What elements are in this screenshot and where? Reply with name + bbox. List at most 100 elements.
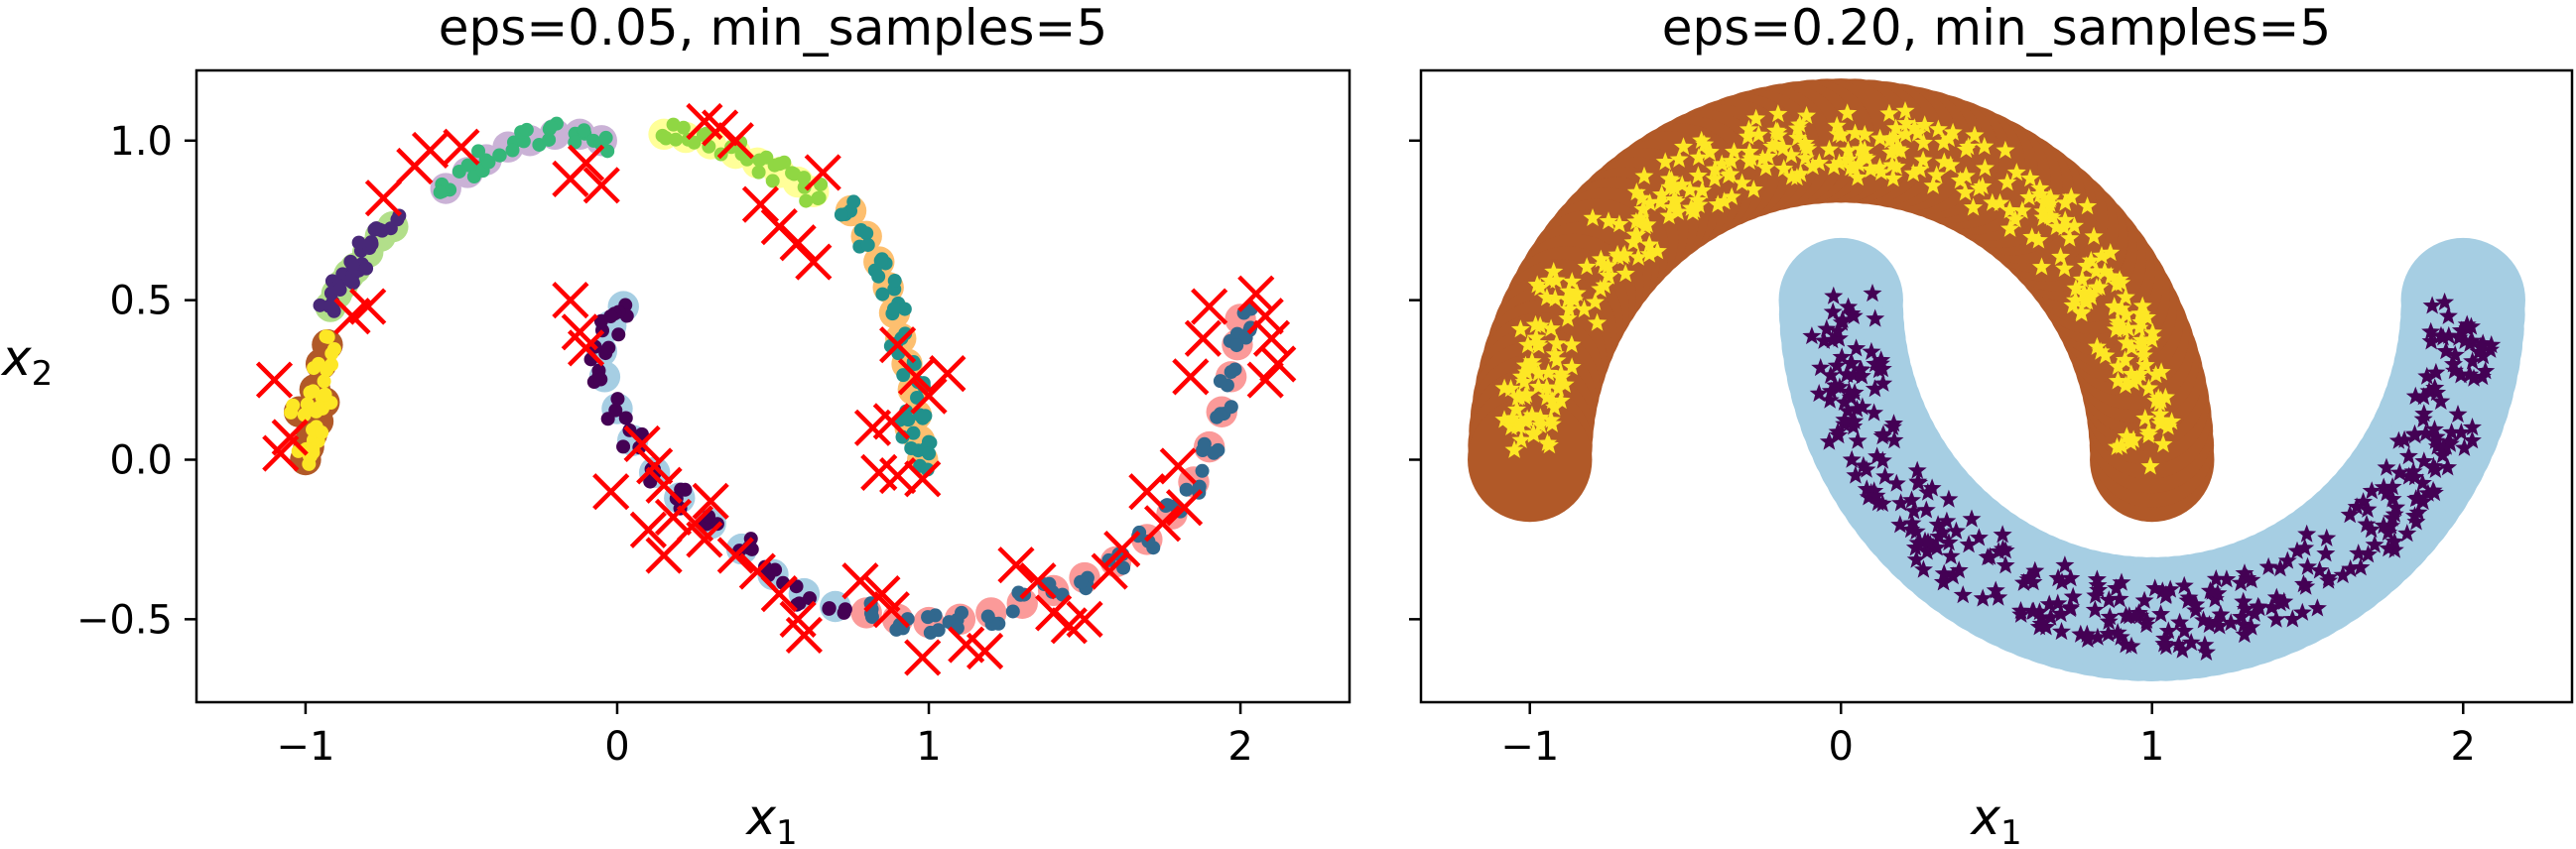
core-point bbox=[1508, 388, 1527, 406]
core-point bbox=[1918, 532, 1938, 550]
core-point bbox=[2481, 339, 2501, 358]
core-point bbox=[2186, 600, 2206, 619]
core-point bbox=[1559, 300, 1579, 318]
core-point bbox=[2087, 261, 2106, 280]
core-point bbox=[2416, 424, 2436, 442]
core-point bbox=[1997, 173, 2017, 191]
core-point bbox=[2358, 499, 2378, 518]
core-point bbox=[2384, 540, 2404, 558]
core-point bbox=[2130, 303, 2150, 322]
core-point bbox=[1821, 365, 1841, 384]
core-point bbox=[284, 405, 299, 420]
x-tick-label: 2 bbox=[2451, 724, 2476, 770]
core-point bbox=[772, 157, 787, 172]
core-point bbox=[1814, 330, 1834, 349]
noise-point bbox=[897, 358, 936, 396]
core-point bbox=[1504, 439, 1524, 458]
core-point bbox=[2451, 423, 2471, 441]
core-point bbox=[481, 155, 496, 170]
core-point bbox=[1613, 246, 1633, 265]
core-point bbox=[1854, 455, 1873, 474]
core-point bbox=[343, 274, 358, 289]
core-point bbox=[1917, 542, 1937, 560]
core-point bbox=[1827, 355, 1847, 374]
core-point bbox=[1939, 489, 1959, 508]
core-point bbox=[2349, 544, 2369, 562]
core-point bbox=[1633, 199, 1653, 218]
core-point bbox=[2421, 331, 2441, 350]
core-point bbox=[2457, 314, 2477, 333]
core-point bbox=[2052, 622, 2071, 641]
core-point bbox=[1773, 138, 1793, 157]
core-point bbox=[2307, 598, 2327, 617]
core-point bbox=[2388, 430, 2408, 449]
core-point bbox=[2463, 418, 2482, 436]
core-point bbox=[1989, 542, 2008, 560]
core-point bbox=[1803, 157, 1823, 176]
core-point bbox=[1820, 390, 1840, 409]
noise-point bbox=[779, 224, 817, 262]
core-point bbox=[687, 135, 702, 150]
core-point bbox=[1796, 137, 1816, 156]
core-point bbox=[2377, 483, 2396, 502]
y-tick-label: 1.0 bbox=[109, 119, 173, 165]
core-point bbox=[1872, 450, 1892, 469]
core-point bbox=[1927, 538, 1947, 556]
core-point bbox=[460, 158, 475, 173]
core-point bbox=[886, 302, 901, 316]
core-point bbox=[1928, 119, 1948, 138]
core-point bbox=[610, 392, 625, 407]
core-point bbox=[1823, 302, 1843, 320]
core-point bbox=[1962, 509, 1982, 528]
core-point bbox=[2114, 319, 2133, 338]
core-point bbox=[2422, 296, 2442, 314]
core-point bbox=[1192, 479, 1207, 494]
core-point bbox=[897, 302, 912, 316]
core-point bbox=[1965, 125, 1985, 144]
core-point bbox=[2170, 612, 2190, 631]
core-point bbox=[2439, 325, 2459, 344]
core-point bbox=[2258, 556, 2278, 575]
core-point bbox=[1823, 330, 1843, 349]
core-point bbox=[2055, 259, 2075, 278]
core-point bbox=[2424, 420, 2444, 438]
core-point bbox=[2210, 616, 2230, 635]
core-point bbox=[2060, 599, 2080, 618]
core-point bbox=[1882, 417, 1902, 435]
core-point bbox=[1913, 150, 1933, 169]
core-point bbox=[1880, 130, 1900, 149]
core-point bbox=[1838, 103, 1858, 122]
core-point bbox=[2442, 423, 2462, 441]
core-point bbox=[1941, 546, 1961, 565]
core-point bbox=[1530, 278, 1550, 297]
noise-point bbox=[716, 122, 754, 160]
x-tick-label: 2 bbox=[1227, 724, 1252, 770]
core-point bbox=[2139, 378, 2158, 397]
noise-point bbox=[904, 639, 942, 676]
noise-point bbox=[879, 326, 917, 364]
core-point bbox=[797, 171, 812, 185]
core-point bbox=[505, 143, 520, 158]
core-point bbox=[2142, 329, 2162, 348]
core-point bbox=[1715, 191, 1735, 210]
core-point bbox=[669, 132, 684, 147]
core-point bbox=[1610, 214, 1629, 233]
core-point bbox=[2063, 296, 2083, 314]
core-point bbox=[1881, 143, 1901, 162]
core-point bbox=[2206, 569, 2226, 588]
core-point bbox=[896, 368, 911, 383]
noise-point bbox=[645, 537, 683, 574]
core-point bbox=[2403, 461, 2423, 480]
core-point bbox=[1915, 115, 1935, 134]
core-point bbox=[2261, 597, 2281, 616]
core-point bbox=[577, 123, 591, 138]
core-point bbox=[1956, 166, 1976, 184]
core-point bbox=[2034, 192, 2054, 211]
core-point bbox=[1828, 124, 1848, 143]
core-point bbox=[1879, 103, 1899, 122]
core-point bbox=[1551, 391, 1571, 410]
core-point bbox=[2292, 602, 2312, 621]
core-point bbox=[1625, 225, 1645, 244]
core-point bbox=[1996, 555, 2015, 574]
core-point bbox=[2405, 425, 2425, 444]
